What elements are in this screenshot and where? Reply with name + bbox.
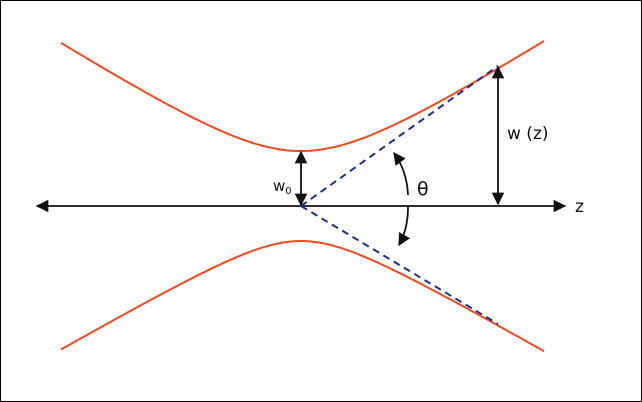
beam-radius-label: w (z) [507, 124, 549, 144]
angle-label: θ [417, 178, 429, 200]
divergence-asymptote-lower [300, 205, 499, 325]
z-axis-label: z [575, 197, 584, 217]
angle-arc-lower [398, 206, 411, 247]
waist-label: w0 [273, 177, 292, 197]
beam-upper-envelope [60, 40, 545, 152]
angle-arc-upper [393, 151, 409, 196]
divergence-asymptote-upper [300, 65, 499, 207]
beam-lower-envelope [60, 240, 545, 353]
